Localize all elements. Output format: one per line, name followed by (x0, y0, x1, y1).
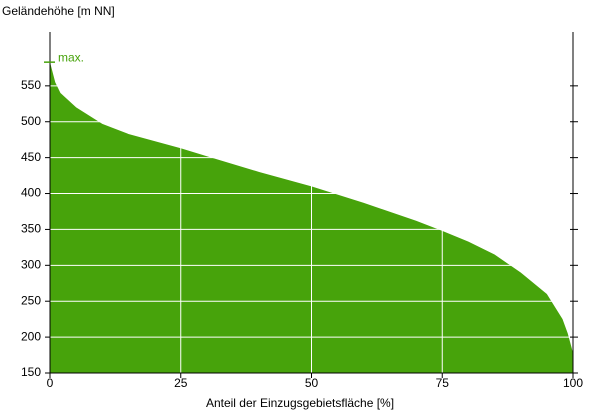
x-tick-label: 0 (47, 376, 54, 390)
x-tick-label: 50 (305, 376, 319, 390)
y-tick-label: 300 (21, 257, 41, 271)
x-tick-label: 25 (174, 376, 188, 390)
y-tick-label: 200 (21, 329, 41, 343)
max-label: max. (58, 50, 84, 64)
chart-title: Geländehöhe [m NN] (2, 4, 115, 18)
x-axis-label: Anteil der Einzugsgebietsfläche [%] (206, 396, 394, 410)
y-tick-label: 350 (21, 222, 41, 236)
y-tick-label: 500 (21, 114, 41, 128)
y-tick-label: 400 (21, 186, 41, 200)
x-tick-label: 75 (436, 376, 450, 390)
y-tick-label: 150 (21, 365, 41, 379)
y-tick-label: 450 (21, 150, 41, 164)
x-tick-label: 100 (563, 376, 583, 390)
y-tick-label: 250 (21, 293, 41, 307)
y-tick-label: 550 (21, 78, 41, 92)
